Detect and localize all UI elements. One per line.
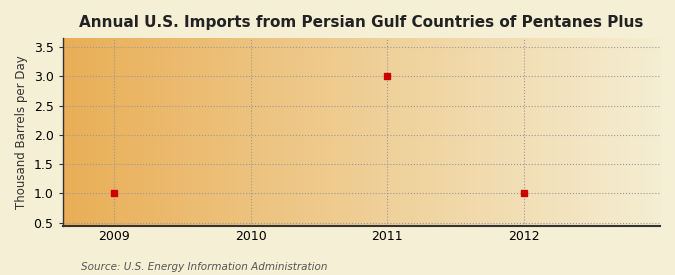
Title: Annual U.S. Imports from Persian Gulf Countries of Pentanes Plus: Annual U.S. Imports from Persian Gulf Co… — [79, 15, 643, 30]
Y-axis label: Thousand Barrels per Day: Thousand Barrels per Day — [15, 55, 28, 209]
Text: Source: U.S. Energy Information Administration: Source: U.S. Energy Information Administ… — [81, 262, 327, 271]
